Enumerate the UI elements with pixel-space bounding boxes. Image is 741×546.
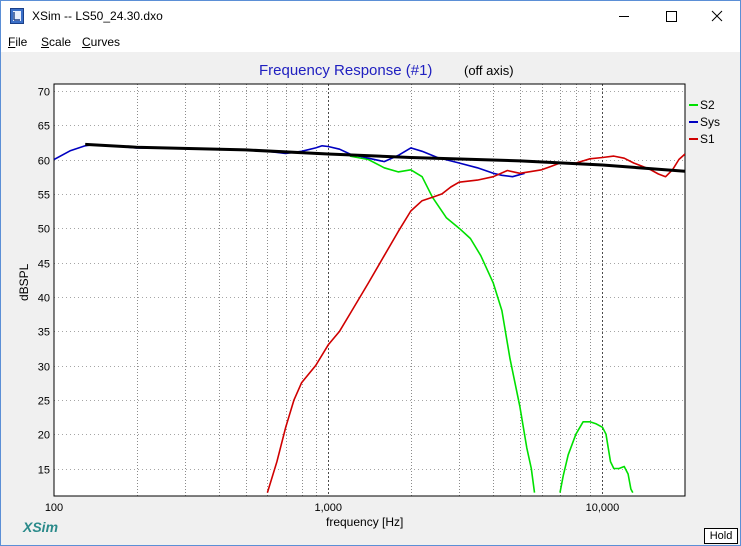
- chart-subtitle: (off axis): [464, 63, 514, 78]
- x-tick-label: 100: [45, 502, 63, 514]
- y-tick-label: 50: [38, 224, 50, 236]
- y-tick-label: 40: [38, 293, 50, 305]
- menu-scale-label: cale: [49, 35, 72, 49]
- legend-label-s1: S1: [700, 132, 715, 146]
- legend-label-s2: S2: [700, 98, 715, 112]
- menu-curves-label: urves: [90, 35, 121, 49]
- maximize-button[interactable]: [648, 1, 694, 32]
- menu-scale[interactable]: Scale: [41, 35, 71, 49]
- title-bar[interactable]: XSim -- LS50_24.30.dxo: [1, 1, 740, 32]
- y-tick-label: 65: [38, 121, 50, 133]
- y-tick-label: 45: [38, 259, 50, 271]
- menu-file[interactable]: File: [8, 35, 27, 49]
- menu-curves-mnemonic: C: [82, 35, 91, 49]
- y-tick-label: 15: [38, 465, 50, 477]
- y-tick-label: 25: [38, 396, 50, 408]
- y-axis-label: dBSPL: [17, 263, 31, 301]
- minimize-button[interactable]: [601, 1, 647, 32]
- maximize-icon: [666, 11, 677, 22]
- menu-scale-mnemonic: S: [41, 35, 50, 49]
- menu-bar: File Scale Curves: [1, 32, 740, 52]
- y-tick-label: 20: [38, 430, 50, 442]
- x-tick-label: 10,000: [586, 502, 620, 514]
- x-axis-label: frequency [Hz]: [326, 515, 404, 529]
- close-button[interactable]: [694, 1, 740, 32]
- legend-label-sys: Sys: [700, 115, 720, 129]
- menu-file-label: ile: [15, 35, 28, 49]
- series-line-s2: [559, 420, 634, 493]
- y-tick-label: 55: [38, 190, 50, 202]
- series-line-s1: [266, 153, 685, 493]
- minimize-icon: [619, 16, 629, 17]
- xsim-app-icon: [10, 8, 24, 24]
- x-tick-label: 1,000: [314, 502, 342, 514]
- y-tick-label: 70: [38, 87, 50, 99]
- xsim-brand-label: XSim: [23, 519, 59, 535]
- hold-button[interactable]: Hold: [704, 528, 738, 544]
- y-tick-label: 60: [38, 156, 50, 168]
- series-line-s2: [349, 155, 536, 493]
- window-title: XSim -- LS50_24.30.dxo: [32, 9, 163, 23]
- y-tick-label: 35: [38, 327, 50, 339]
- y-tick-label: 30: [38, 362, 50, 374]
- menu-file-mnemonic: F: [8, 35, 16, 49]
- menu-curves[interactable]: Curves: [82, 35, 120, 49]
- chart-title: Frequency Response (#1): [259, 62, 433, 79]
- series-line-target: [85, 142, 685, 173]
- close-icon: [711, 10, 723, 22]
